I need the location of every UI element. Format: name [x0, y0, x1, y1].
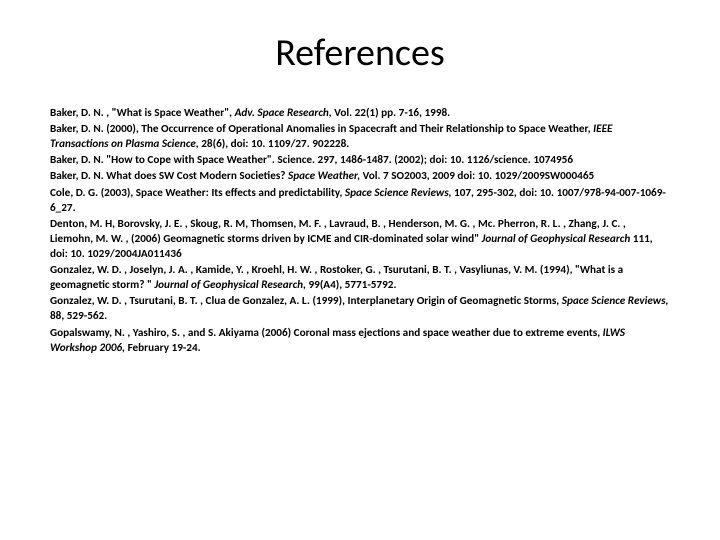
ref-text: February 19-24. [128, 341, 201, 355]
slide: References Baker, D. N. , "What is Space… [0, 0, 720, 387]
reference-entry: Baker, D. N. (2000), The Occurrence of O… [50, 122, 670, 152]
ref-text: Baker, D. N. "How to Cope with Space Wea… [50, 153, 573, 167]
ref-text: Cole, D. G. (2003), Space Weather: Its e… [50, 186, 345, 200]
ref-text: 99(A4), 5771-5792. [308, 278, 396, 292]
ref-journal: Adv. Space Research, [235, 106, 335, 120]
reference-entry: Denton, M. H, Borovsky, J. E. , Skoug, R… [50, 217, 670, 262]
reference-entry: Baker, D. N. What does SW Cost Modern So… [50, 169, 670, 184]
reference-entry: Baker, D. N. , "What is Space Weather", … [50, 106, 670, 121]
ref-journal: Space Weather, [288, 169, 363, 183]
ref-text: Vol. 22(1) pp. 7-16, 1998. [334, 106, 450, 120]
ref-text: 28(6), doi: 10. 1109/27. 902228. [201, 137, 349, 151]
ref-text: Vol. 7 SO2003, 2009 doi: 10. 1029/2009SW… [363, 169, 595, 183]
slide-title: References [50, 30, 670, 76]
ref-journal: Space Science Reviews, [562, 294, 669, 308]
ref-text: 88, 529-562. [50, 309, 107, 323]
references-block: Baker, D. N. , "What is Space Weather", … [50, 106, 670, 356]
reference-entry: Gonzalez, W. D. , Joselyn, J. A. , Kamid… [50, 263, 670, 293]
ref-text: Baker, D. N. (2000), The Occurrence of O… [50, 122, 593, 136]
ref-text: Gonzalez, W. D. , Tsurutani, B. T. , Clu… [50, 294, 562, 308]
ref-text: Gopalswamy, N. , Yashiro, S. , and S. Ak… [50, 326, 603, 340]
ref-journal: Journal of Geophysical Research, [154, 278, 308, 292]
reference-entry: Baker, D. N. "How to Cope with Space Wea… [50, 153, 670, 168]
ref-text: Baker, D. N. What does SW Cost Modern So… [50, 169, 288, 183]
reference-entry: Gopalswamy, N. , Yashiro, S. , and S. Ak… [50, 326, 670, 356]
reference-entry: Gonzalez, W. D. , Tsurutani, B. T. , Clu… [50, 294, 670, 324]
ref-journal: Journal of Geophysical Research [482, 232, 633, 246]
reference-entry: Cole, D. G. (2003), Space Weather: Its e… [50, 186, 670, 216]
ref-text: Baker, D. N. , "What is Space Weather", [50, 106, 235, 120]
ref-journal: Space Science Reviews, [345, 186, 454, 200]
